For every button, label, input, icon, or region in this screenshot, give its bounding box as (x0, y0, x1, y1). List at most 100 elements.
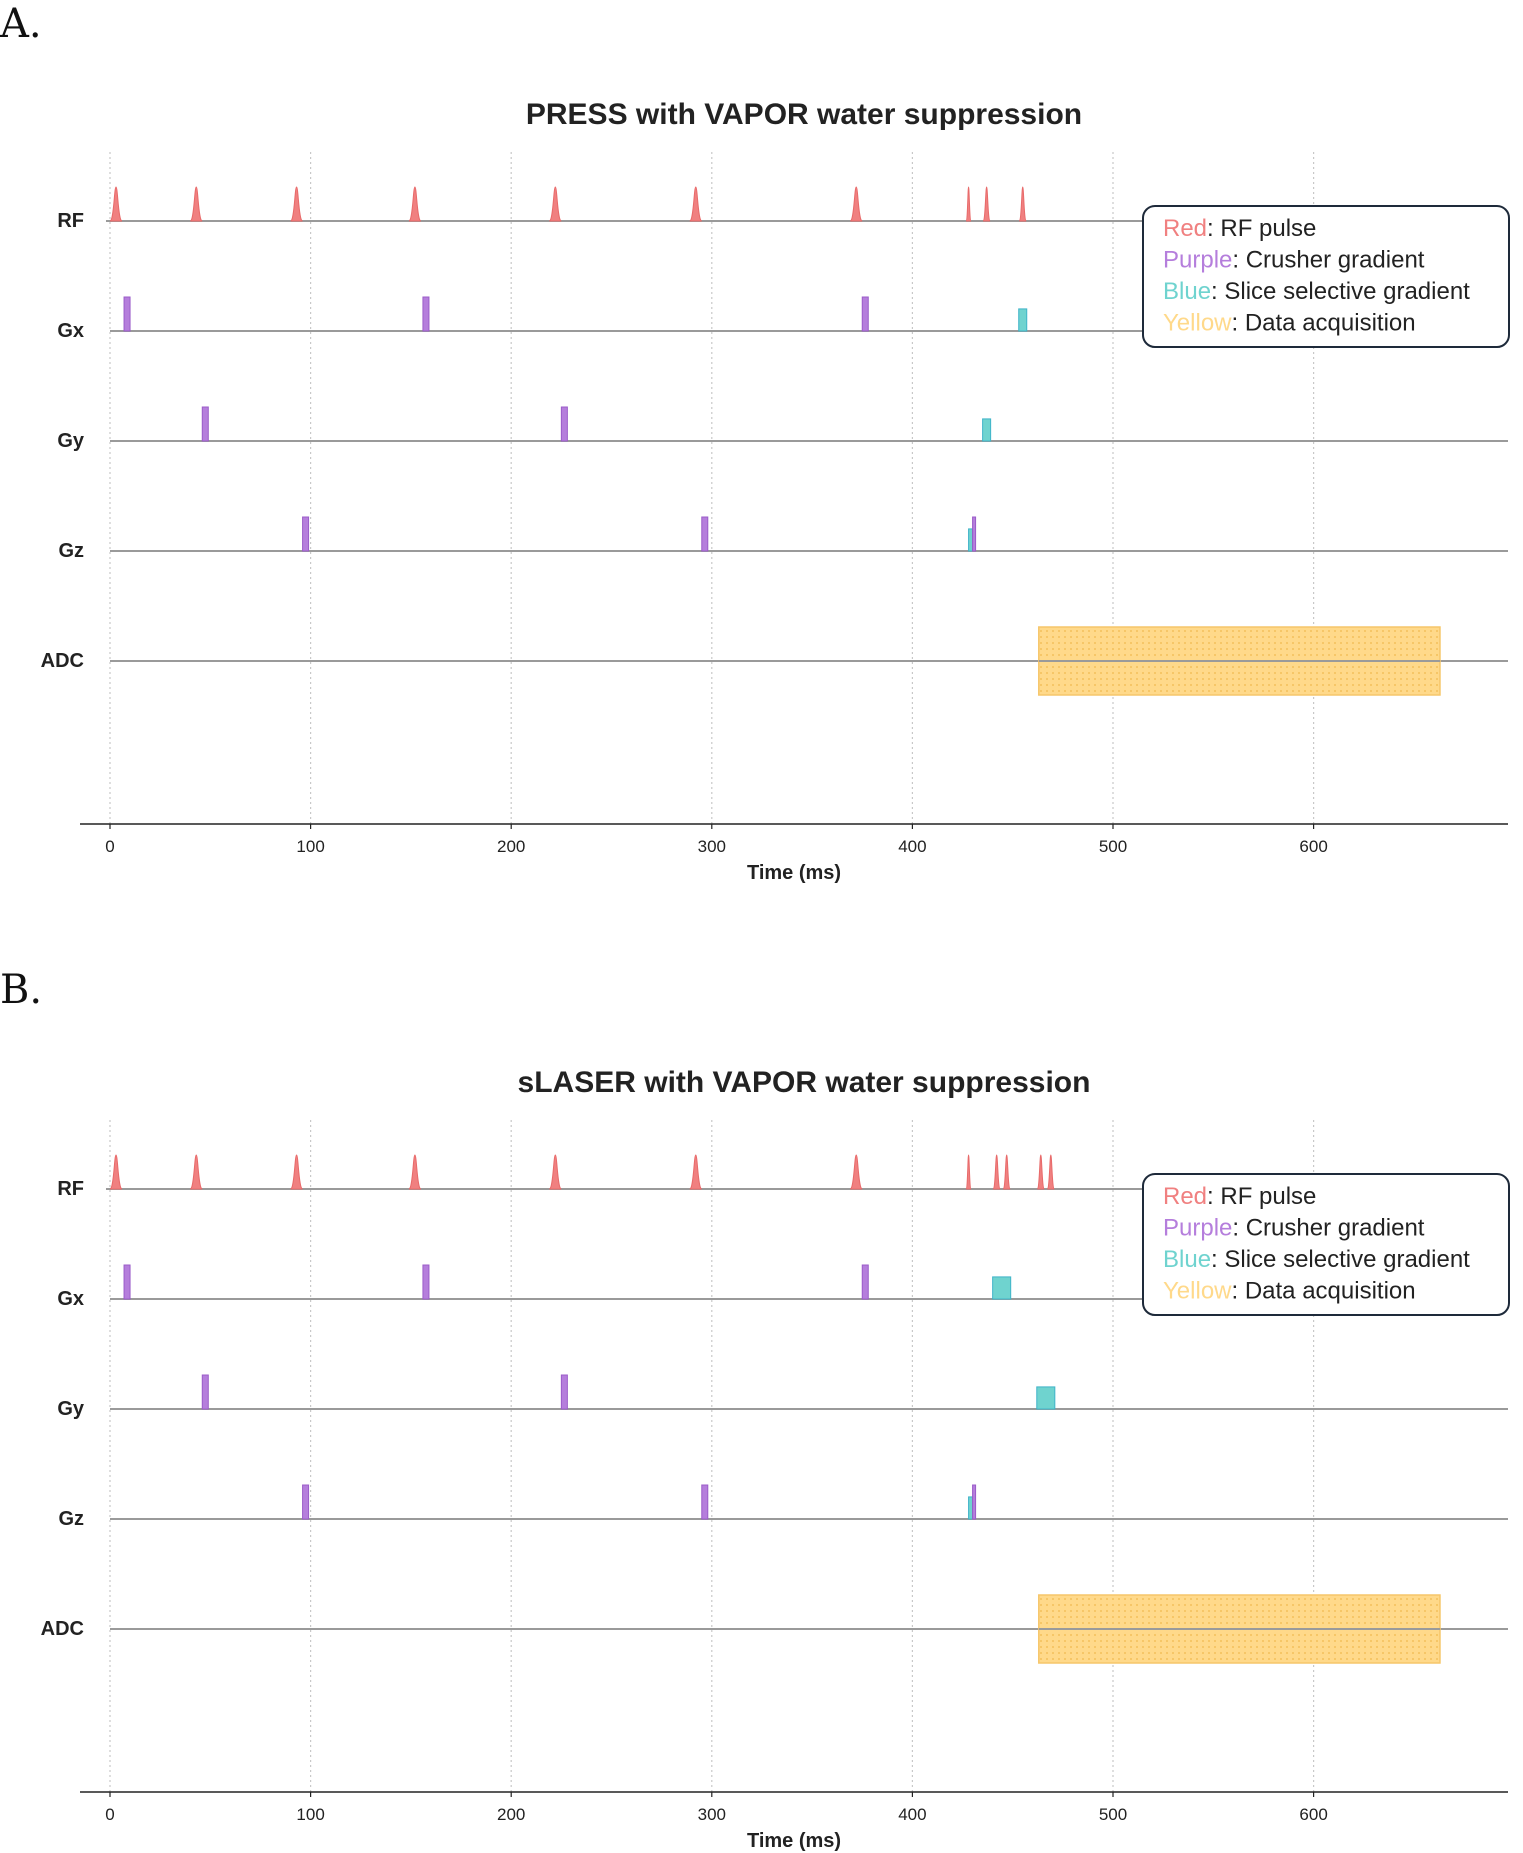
legend-description: : Data acquisition (1232, 1278, 1416, 1305)
legend-entry: Yellow: Data acquisition (1163, 1278, 1416, 1305)
x-tick-label: 400 (898, 837, 926, 856)
chart-title: sLASER with VAPOR water suppression (518, 1068, 1091, 1099)
legend-entry: Purple: Crusher gradient (1163, 247, 1425, 274)
crusher-gradient-gy (201, 1374, 209, 1410)
rf-pulse (992, 1154, 1001, 1190)
crusher-gradient-gy (560, 1374, 568, 1410)
legend-description: : RF pulse (1207, 215, 1316, 242)
rf-pulse (189, 1154, 203, 1190)
crusher-gradient-gx (123, 1264, 131, 1300)
legend-box (1142, 205, 1510, 348)
crusher-gradient-gz (972, 516, 977, 552)
row-label-gz: Gz (58, 1508, 84, 1530)
press-sequence-chart: PRESS with VAPOR water suppression RF Gx Gy… (41, 100, 1510, 884)
crusher-gradient-gx (422, 296, 430, 332)
slaser-sequence-chart: sLASER with VAPOR water suppression RF Gx G… (41, 1068, 1510, 1852)
rf-pulse (1036, 1154, 1045, 1190)
crusher-gradient-gy (560, 406, 568, 442)
panel-letter-a: A. (0, 1, 42, 47)
legend-key: Purple (1163, 247, 1232, 274)
row-label-adc: ADC (41, 1618, 84, 1640)
x-tick-label: 0 (105, 837, 114, 856)
crusher-gradient-gx (861, 1264, 869, 1300)
slice-gradient-gz (968, 1496, 974, 1520)
row-label-gy: Gy (57, 430, 85, 452)
legend-key: Yellow (1163, 310, 1232, 337)
row-label-gy: Gy (57, 1398, 85, 1420)
row-label-rf: RF (57, 210, 84, 232)
x-tick-label: 200 (497, 1805, 525, 1824)
legend: Red: RF pulse Purple: Crusher gradient Blu… (1142, 1173, 1510, 1316)
rf-pulse (689, 186, 703, 222)
legend-key: Blue (1163, 1246, 1211, 1273)
rf-pulse (849, 186, 863, 222)
legend-description: : Crusher gradient (1232, 1215, 1424, 1242)
legend-entry: Purple: Crusher gradient (1163, 1215, 1425, 1242)
x-tick-label: 300 (698, 1805, 726, 1824)
legend-description: : Data acquisition (1232, 310, 1416, 337)
panel-letter-b: B. (0, 967, 43, 1013)
legend-key: Red (1163, 215, 1207, 242)
legend-box (1142, 1173, 1510, 1316)
x-axis-label: Time (ms) (747, 862, 841, 884)
crusher-gradient-gx (422, 1264, 430, 1300)
row-label-gz: Gz (58, 540, 84, 562)
legend-entry: Blue: Slice selective gradient (1163, 278, 1470, 305)
x-tick-label: 300 (698, 837, 726, 856)
legend-entry: Red: RF pulse (1163, 215, 1316, 242)
row-label-rf: RF (57, 1178, 84, 1200)
x-tick-label: 600 (1299, 1805, 1327, 1824)
rf-pulse (290, 186, 304, 222)
crusher-gradient-gx (123, 296, 131, 332)
x-tick-label: 500 (1099, 1805, 1127, 1824)
slice-gradient-gx (992, 1276, 1012, 1300)
rf-pulse (109, 186, 123, 222)
row-label-gx: Gx (57, 320, 84, 342)
rf-pulse (849, 1154, 863, 1190)
crusher-gradient-gz (701, 516, 709, 552)
rf-pulse (548, 1154, 562, 1190)
x-axis-label: Time (ms) (747, 1830, 841, 1852)
legend-entry: Blue: Slice selective gradient (1163, 1246, 1470, 1273)
rf-pulse (1018, 186, 1027, 222)
row-label-gx: Gx (57, 1288, 84, 1310)
rf-pulse (965, 1154, 972, 1190)
legend-entry: Yellow: Data acquisition (1163, 310, 1416, 337)
rf-pulse (408, 1154, 422, 1190)
legend-entry: Red: RF pulse (1163, 1183, 1316, 1210)
rf-pulse (1002, 1154, 1011, 1190)
legend-key: Red (1163, 1183, 1207, 1210)
x-tick-label: 200 (497, 837, 525, 856)
x-tick-label: 500 (1099, 837, 1127, 856)
crusher-gradient-gz (302, 1484, 310, 1520)
legend-description: : Slice selective gradient (1211, 1246, 1470, 1273)
legend-description: : Crusher gradient (1232, 247, 1424, 274)
rf-pulse (548, 186, 562, 222)
x-tick-label: 400 (898, 1805, 926, 1824)
crusher-gradient-gx (861, 296, 869, 332)
legend: Red: RF pulse Purple: Crusher gradient Blu… (1142, 205, 1510, 348)
crusher-gradient-gz (972, 1484, 977, 1520)
rf-pulse (1046, 1154, 1055, 1190)
x-tick-label: 0 (105, 1805, 114, 1824)
slice-gradient-gy (982, 418, 992, 442)
crusher-gradient-gy (201, 406, 209, 442)
rf-pulse (982, 186, 991, 222)
rf-pulse (408, 186, 422, 222)
rf-pulse (290, 1154, 304, 1190)
rf-pulse (189, 186, 203, 222)
slice-gradient-gz (968, 528, 974, 552)
legend-description: : Slice selective gradient (1211, 278, 1470, 305)
chart-title: PRESS with VAPOR water suppression (526, 100, 1082, 131)
crusher-gradient-gz (302, 516, 310, 552)
x-tick-label: 100 (296, 837, 324, 856)
legend-description: : RF pulse (1207, 1183, 1316, 1210)
slice-gradient-gy (1036, 1386, 1056, 1410)
x-tick-label: 100 (296, 1805, 324, 1824)
rf-pulse (689, 1154, 703, 1190)
legend-key: Purple (1163, 1215, 1232, 1242)
rf-pulse (109, 1154, 123, 1190)
crusher-gradient-gz (701, 1484, 709, 1520)
legend-key: Blue (1163, 278, 1211, 305)
rf-pulse (965, 186, 972, 222)
